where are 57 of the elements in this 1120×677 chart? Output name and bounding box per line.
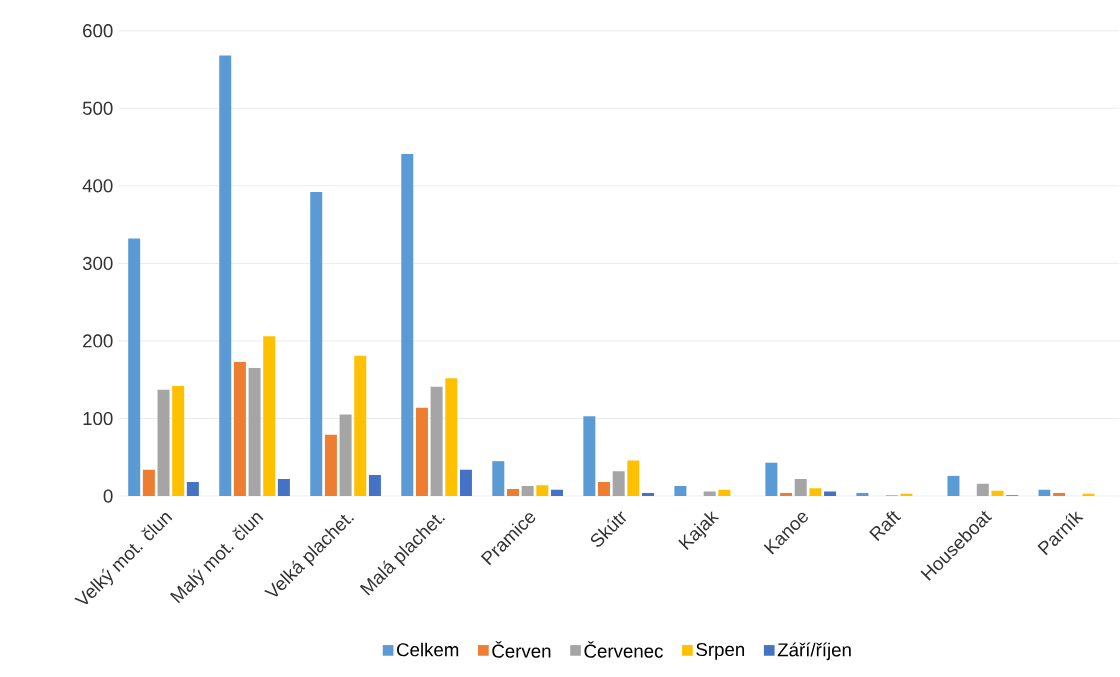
bar — [172, 385, 185, 497]
bar — [521, 485, 534, 497]
y-tick-label: 500 — [82, 101, 113, 115]
legend-label: Celkem — [397, 642, 459, 657]
x-tick-label: Raft — [869, 510, 902, 542]
bar — [415, 407, 428, 497]
y-tick-label: 100 — [83, 411, 113, 426]
bar — [612, 471, 625, 497]
bar — [824, 491, 837, 497]
legend-label: Červen — [492, 641, 551, 658]
bar — [809, 488, 822, 497]
bar — [277, 478, 290, 497]
bar — [339, 414, 352, 497]
legend-label: Srpen — [696, 642, 745, 660]
legend-label: Červenec — [584, 641, 663, 658]
bar — [1053, 492, 1066, 497]
bar — [310, 192, 323, 497]
bar — [856, 492, 869, 497]
bar — [991, 490, 1004, 497]
bar — [157, 389, 170, 497]
bar — [248, 368, 261, 497]
bar — [492, 461, 505, 497]
bar — [703, 491, 716, 497]
y-tick-label: 300 — [82, 256, 113, 270]
bar — [506, 489, 519, 497]
bar — [536, 485, 549, 497]
y-tick-label: 400 — [82, 179, 113, 193]
bar — [142, 469, 155, 497]
bar — [324, 434, 337, 497]
legend-label: Září/říjen — [777, 642, 851, 661]
bar — [674, 485, 687, 497]
bar — [128, 238, 141, 497]
bar — [583, 416, 596, 497]
bar — [1038, 489, 1051, 497]
bar — [186, 482, 199, 497]
bar — [430, 386, 443, 497]
bar — [550, 489, 563, 497]
bar — [947, 475, 960, 497]
bar — [368, 475, 381, 497]
bar — [794, 478, 807, 497]
y-tick-label: 200 — [83, 334, 113, 348]
bar — [219, 55, 232, 497]
bar — [233, 361, 246, 497]
bar — [627, 460, 640, 497]
bar — [459, 469, 472, 497]
y-tick-label: 600 — [83, 24, 113, 38]
bar — [401, 154, 414, 497]
bar — [445, 378, 458, 497]
bar — [718, 489, 731, 497]
bar — [765, 462, 778, 497]
bar — [976, 483, 989, 497]
bar — [354, 355, 367, 497]
bar — [263, 336, 276, 497]
bar — [642, 492, 655, 497]
bar — [598, 482, 611, 497]
y-tick-label: 0 — [103, 489, 113, 503]
bar — [780, 492, 793, 497]
